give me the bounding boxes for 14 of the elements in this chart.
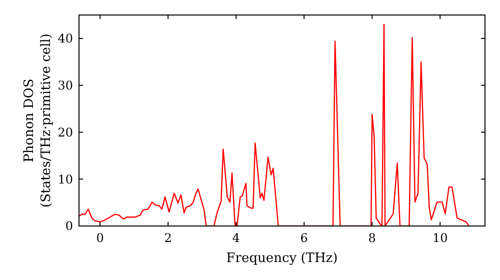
y-tick-label: 10 [58, 172, 73, 186]
y-tick-label: 40 [58, 32, 73, 46]
x-tick-label: 8 [368, 231, 376, 245]
y-tick-label: 30 [58, 78, 73, 93]
x-tick-label: 4 [232, 231, 240, 245]
line-series [79, 24, 470, 226]
x-tick-label: 0 [96, 231, 104, 245]
x-tick-label: 6 [300, 231, 308, 245]
y-axis-title: Phonon DOS (States/THz·primitive cell) [22, 33, 54, 208]
x-axis-title: Frequency (THz) [226, 251, 338, 266]
y-tick-label: 0 [65, 219, 73, 234]
x-tick-label: 10 [432, 231, 448, 245]
x-tick-label: 2 [164, 231, 172, 245]
y-tick-label: 20 [58, 125, 73, 140]
